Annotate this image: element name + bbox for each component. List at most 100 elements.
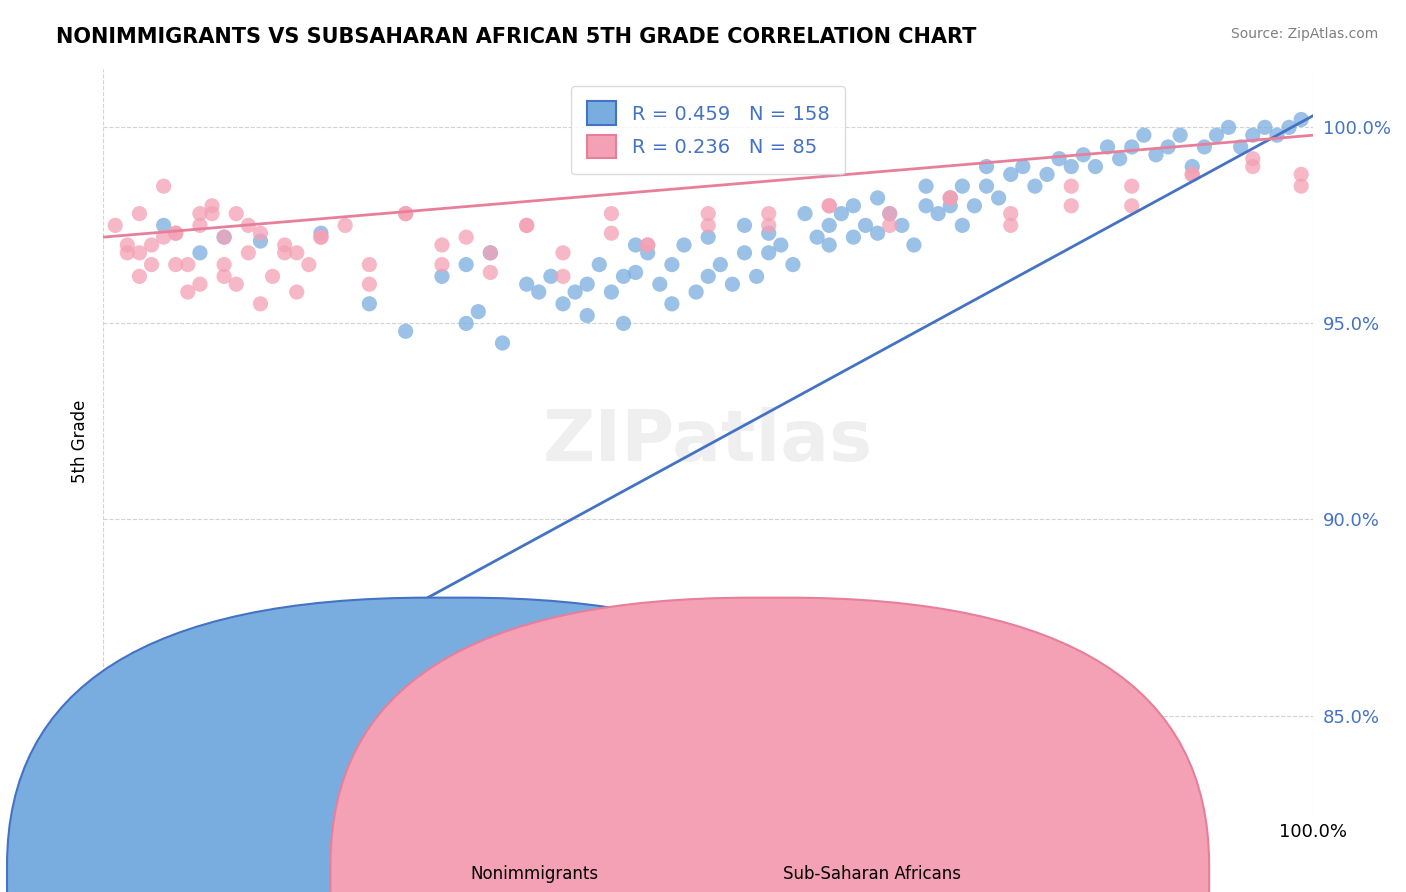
Point bbox=[564, 285, 586, 299]
Point bbox=[842, 199, 865, 213]
Legend: R = 0.459   N = 158, R = 0.236   N = 85: R = 0.459 N = 158, R = 0.236 N = 85 bbox=[571, 86, 845, 174]
Text: Nonimmigrants: Nonimmigrants bbox=[470, 864, 599, 882]
Point bbox=[818, 238, 841, 252]
Point bbox=[479, 245, 502, 260]
Point bbox=[212, 230, 235, 244]
Point bbox=[1194, 140, 1216, 154]
Point bbox=[879, 219, 901, 233]
Point bbox=[249, 234, 271, 248]
Point bbox=[600, 226, 623, 240]
Point bbox=[661, 297, 683, 311]
Point bbox=[1254, 120, 1277, 135]
Point bbox=[612, 269, 634, 284]
Point bbox=[165, 226, 187, 240]
Point bbox=[370, 700, 392, 714]
Point bbox=[467, 304, 489, 318]
Point bbox=[516, 219, 538, 233]
Point bbox=[709, 258, 731, 272]
Point bbox=[262, 269, 284, 284]
Point bbox=[866, 191, 889, 205]
Point bbox=[273, 245, 295, 260]
Point bbox=[212, 230, 235, 244]
Point bbox=[794, 206, 817, 220]
Point bbox=[1218, 120, 1240, 135]
Point bbox=[1181, 160, 1204, 174]
Point bbox=[1241, 152, 1264, 166]
Point bbox=[600, 285, 623, 299]
Point bbox=[152, 179, 174, 194]
Point bbox=[576, 661, 599, 675]
Point bbox=[285, 245, 308, 260]
Point bbox=[238, 219, 260, 233]
Point bbox=[333, 219, 356, 233]
Point bbox=[1097, 140, 1119, 154]
Point bbox=[1073, 148, 1095, 162]
Point bbox=[225, 206, 247, 220]
Point bbox=[782, 258, 804, 272]
Point bbox=[1278, 120, 1301, 135]
Point bbox=[879, 206, 901, 220]
Point bbox=[612, 317, 634, 331]
Point bbox=[1108, 152, 1130, 166]
Point bbox=[516, 219, 538, 233]
Point bbox=[806, 230, 828, 244]
Point bbox=[1060, 160, 1083, 174]
Point bbox=[758, 245, 780, 260]
Point bbox=[648, 277, 671, 292]
Point bbox=[963, 199, 986, 213]
Point bbox=[430, 258, 453, 272]
Point bbox=[637, 238, 659, 252]
Point bbox=[769, 238, 792, 252]
Point bbox=[612, 638, 634, 652]
Point bbox=[1265, 128, 1288, 143]
Point bbox=[879, 206, 901, 220]
Y-axis label: 5th Grade: 5th Grade bbox=[72, 400, 89, 483]
Point bbox=[188, 277, 211, 292]
Point bbox=[600, 206, 623, 220]
Point bbox=[1047, 152, 1070, 166]
Point bbox=[734, 219, 756, 233]
Point bbox=[322, 728, 344, 742]
Point bbox=[818, 199, 841, 213]
Point bbox=[734, 245, 756, 260]
Point bbox=[238, 245, 260, 260]
Point bbox=[1157, 140, 1180, 154]
Point bbox=[818, 199, 841, 213]
Point bbox=[830, 206, 852, 220]
Point bbox=[1121, 199, 1143, 213]
Point bbox=[419, 669, 441, 683]
Point bbox=[950, 179, 973, 194]
Text: ZIPatlas: ZIPatlas bbox=[543, 407, 873, 475]
Point bbox=[479, 245, 502, 260]
Point bbox=[188, 245, 211, 260]
Point bbox=[104, 219, 127, 233]
Point bbox=[128, 206, 150, 220]
Point bbox=[285, 285, 308, 299]
Point bbox=[249, 226, 271, 240]
Point bbox=[903, 238, 925, 252]
Point bbox=[939, 191, 962, 205]
Point bbox=[128, 269, 150, 284]
Point bbox=[987, 191, 1010, 205]
Point bbox=[201, 199, 224, 213]
Point bbox=[177, 285, 200, 299]
Point bbox=[855, 219, 877, 233]
Point bbox=[527, 285, 550, 299]
Point bbox=[309, 230, 332, 244]
Point bbox=[1289, 112, 1312, 127]
Point bbox=[1168, 128, 1191, 143]
Point bbox=[309, 230, 332, 244]
Point bbox=[576, 309, 599, 323]
Point bbox=[1229, 140, 1251, 154]
Point bbox=[697, 219, 720, 233]
Point bbox=[1181, 168, 1204, 182]
Point bbox=[467, 677, 489, 691]
Point bbox=[1205, 128, 1227, 143]
Point bbox=[915, 179, 938, 194]
Point bbox=[976, 160, 998, 174]
Point bbox=[637, 238, 659, 252]
Text: Sub-Saharan Africans: Sub-Saharan Africans bbox=[783, 864, 960, 882]
Point bbox=[117, 238, 139, 252]
Point bbox=[1133, 128, 1156, 143]
Point bbox=[201, 206, 224, 220]
